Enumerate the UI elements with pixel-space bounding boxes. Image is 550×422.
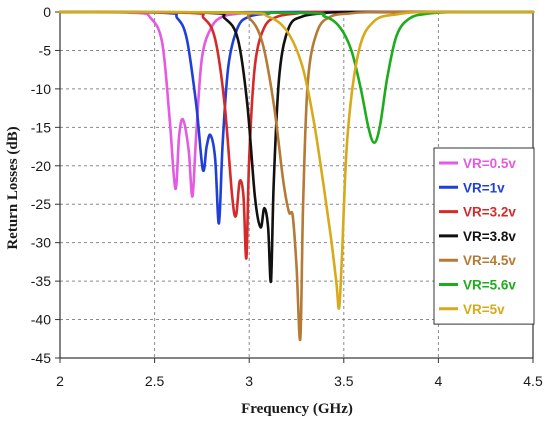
y-tick-label: -45 [31,350,51,366]
y-tick-label: -25 [31,196,51,212]
x-tick-label: 3 [245,373,253,389]
axis-ticks: 2 2.5 3 3.5 4 4.5 0 -5 -10 -15 -20 -25 -30 -35 -40 -45 [31,4,543,389]
y-tick-label: -15 [31,119,51,135]
y-axis-label: Return Losses (dB) [5,126,21,249]
x-tick-label: 4 [435,373,443,389]
y-tick-label: -5 [39,42,52,58]
y-tick-label: -20 [31,158,51,174]
legend-label: VR=5v [463,302,505,317]
y-tick-label: 0 [43,4,51,20]
legend-label: VR=3.2v [463,205,516,220]
x-axis-label: Frequency (GHz) [241,401,353,417]
series-lines [58,10,535,342]
x-tick-label: 2 [56,373,64,389]
legend-label: VR=3.8v [463,229,516,244]
series-line-vr-5v [58,10,535,310]
x-tick-label: 2.5 [145,373,165,389]
legend-label: VR=4.5v [463,253,516,268]
y-tick-label: -10 [31,81,51,97]
series-line-vr-4-5v [58,10,535,342]
y-tick-label: -40 [31,312,51,328]
x-tick-label: 3.5 [334,373,354,389]
legend: VR=0.5v VR=1v VR=3.2v VR=3.8v VR=4.5v VR=5.6v… [433,147,535,325]
x-tick-label: 4.5 [523,373,543,389]
legend-label: VR=0.5v [463,156,516,171]
y-tick-label: -30 [31,235,51,251]
legend-label: VR=5.6v [463,278,516,293]
series-line-vr-5-6v [58,10,535,144]
y-tick-label: -35 [31,273,51,289]
legend-label: VR=1v [463,180,505,195]
